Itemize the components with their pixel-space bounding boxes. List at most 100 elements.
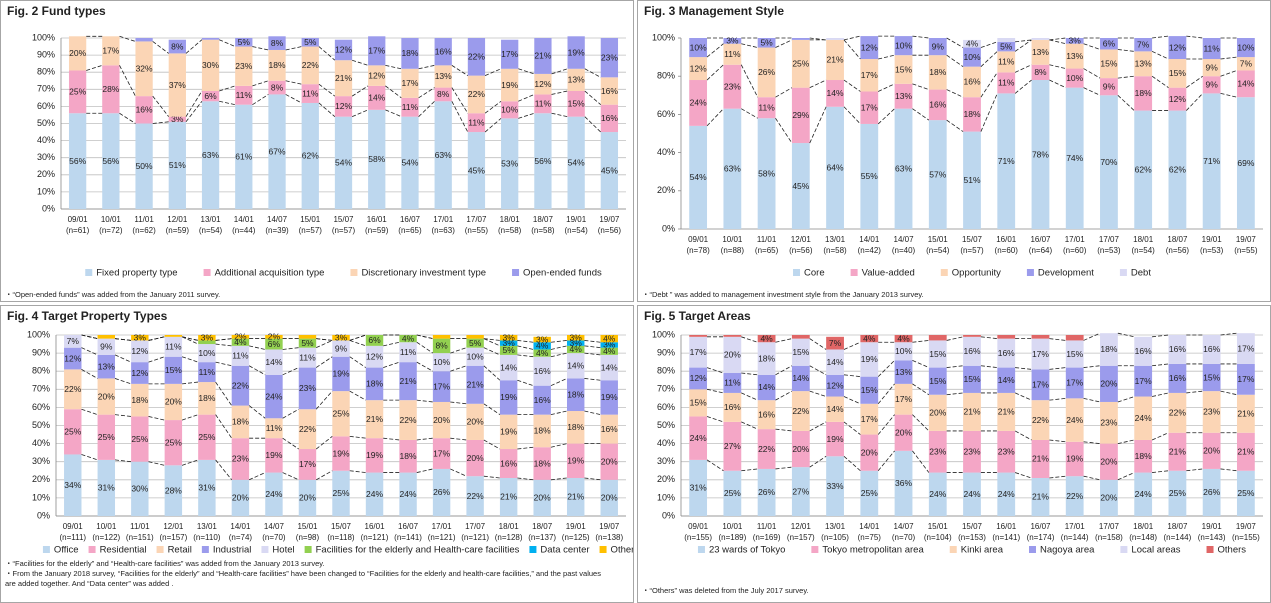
bar-segment: [1065, 398, 1084, 442]
bar-segment: [1202, 432, 1221, 469]
y-tick-label: 0%: [37, 510, 50, 520]
bar-segment: [566, 340, 585, 346]
y-tick-label: 90%: [32, 347, 50, 357]
value-label: 15%: [861, 385, 878, 395]
bar-segment: [466, 338, 484, 348]
bar-segment: [894, 36, 913, 56]
connector-line: [349, 340, 366, 347]
value-label: 26%: [758, 487, 775, 497]
bar-segment: [723, 421, 742, 471]
connector-line: [775, 365, 793, 376]
connector-line: [385, 64, 402, 70]
bar-segment: [791, 143, 810, 229]
bar-segment: [1236, 97, 1255, 230]
bar-segment: [265, 472, 283, 516]
bar-segment: [723, 335, 742, 337]
connector-line: [318, 83, 336, 97]
bar-segment: [997, 472, 1016, 516]
x-tick-sublabel: (n=111): [59, 533, 86, 542]
legend-swatch: [88, 546, 96, 553]
connector-line: [418, 64, 435, 70]
x-tick-label: 19/07: [599, 215, 620, 224]
connector-line: [385, 85, 402, 99]
x-tick-sublabel: (n=118): [327, 533, 355, 542]
bar-segment: [689, 57, 708, 81]
x-tick-sublabel: (n=53): [1200, 246, 1224, 255]
x-tick-sublabel: (n=58): [531, 226, 555, 235]
value-label: 11%: [165, 342, 182, 352]
value-label: 62%: [1135, 165, 1152, 175]
value-label: 3%: [502, 338, 515, 348]
connector-line: [451, 101, 469, 133]
connector-line: [1220, 390, 1238, 396]
x-tick-sublabel: (n=141): [394, 533, 422, 542]
x-tick-sublabel: (n=39): [265, 226, 289, 235]
value-label: 20%: [467, 417, 484, 427]
x-tick-label: 13/01: [201, 215, 222, 224]
value-label: 21%: [1237, 408, 1254, 418]
bar-segment: [963, 336, 981, 366]
bar-segment: [1134, 396, 1153, 440]
value-label: 16%: [601, 424, 618, 434]
value-label: 22%: [400, 415, 417, 425]
value-label: 11%: [299, 352, 316, 362]
bar-segment: [1202, 391, 1221, 433]
connector-line: [315, 470, 333, 481]
connector-line: [912, 108, 930, 121]
chart: Fig. 4 Target Property Types 0% 10% 20% 30% 4…: [7, 309, 633, 556]
bar-segment: [533, 356, 551, 386]
connector-line: [809, 421, 827, 432]
connector-line: [741, 468, 758, 472]
value-label: 70%: [1100, 157, 1117, 167]
value-label: 27%: [724, 441, 741, 451]
y-tick-label: 0%: [662, 510, 675, 520]
connector-line: [775, 390, 793, 401]
connector-line: [550, 378, 568, 387]
bar-segment: [501, 68, 519, 102]
value-label: 23%: [235, 61, 252, 71]
legend-label: Open-ended funds: [523, 268, 602, 279]
bar-segment: [64, 409, 82, 455]
connector-line: [148, 356, 165, 363]
value-label: 11%: [724, 49, 741, 59]
bar-segment: [499, 335, 518, 341]
value-label: 10%: [690, 42, 707, 52]
value-label: 13%: [1135, 59, 1152, 69]
bar-segment: [466, 347, 484, 366]
legend-swatch: [201, 546, 209, 553]
connector-line: [518, 68, 535, 75]
connector-line: [484, 68, 502, 76]
value-label: 24%: [1135, 413, 1152, 423]
value-label: 22%: [792, 406, 809, 416]
value-label: 20%: [1100, 379, 1117, 389]
connector-line: [912, 383, 930, 396]
value-label: 20%: [861, 447, 878, 457]
value-label: 18%: [1135, 451, 1152, 461]
bar-segment: [723, 43, 742, 65]
value-label: 20%: [1203, 446, 1220, 456]
connector-line: [383, 361, 400, 368]
bar-segment: [997, 51, 1016, 73]
value-label: 67%: [269, 146, 286, 156]
value-label: 21%: [1237, 446, 1254, 456]
value-label: 8%: [1034, 67, 1047, 77]
bar-segment: [198, 459, 216, 516]
bar-segment: [600, 342, 618, 348]
value-label: 22%: [1066, 491, 1083, 501]
value-label: 11%: [232, 351, 249, 361]
bar-segment: [135, 96, 153, 124]
bar-segment: [757, 335, 776, 343]
y-tick-label: 90%: [37, 49, 55, 59]
bar-segment: [499, 414, 518, 450]
value-label: 21%: [567, 492, 584, 502]
connector-line: [316, 340, 333, 349]
value-label: 10%: [895, 40, 912, 50]
value-label: 23%: [929, 446, 946, 456]
bar-segment: [265, 338, 283, 350]
bar-segment: [467, 38, 486, 76]
value-label: 54%: [401, 158, 418, 168]
bar-segment: [368, 65, 386, 86]
legend-label: Hotel: [272, 545, 294, 556]
bar-segment: [1134, 76, 1153, 111]
value-label: 4%: [863, 333, 876, 343]
